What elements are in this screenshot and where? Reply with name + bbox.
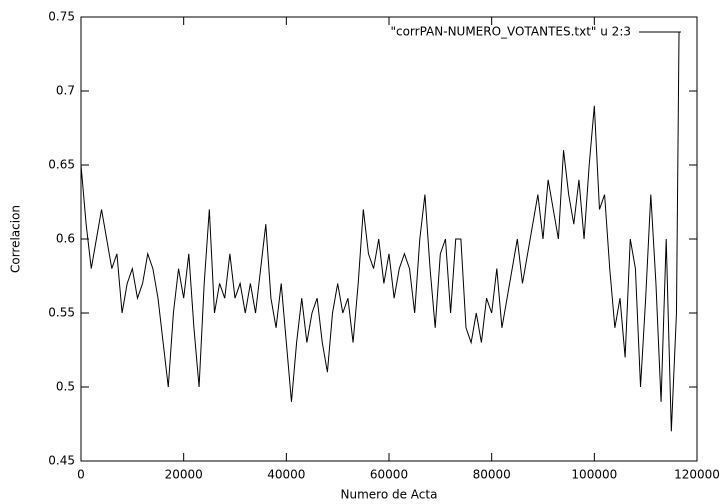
x-tick-label: 60000 <box>370 468 408 482</box>
y-tick-label: 0.65 <box>48 158 75 172</box>
y-tick-label: 0.7 <box>56 84 75 98</box>
x-tick-label: 120000 <box>674 468 720 482</box>
x-tick-label: 0 <box>77 468 85 482</box>
x-tick-label: 20000 <box>165 468 203 482</box>
x-tick-label: 40000 <box>267 468 305 482</box>
plot-frame <box>80 16 698 462</box>
x-axis-label: Numero de Acta <box>341 488 438 502</box>
data-line <box>80 31 680 432</box>
y-tick-label: 0.45 <box>48 454 75 468</box>
y-axis-label: Correlacion <box>9 205 23 273</box>
x-tick-label: 80000 <box>473 468 511 482</box>
y-tick-label: 0.75 <box>48 10 75 24</box>
y-tick-label: 0.55 <box>48 306 75 320</box>
x-tick-label: 100000 <box>571 468 617 482</box>
y-tick-label: 0.5 <box>56 380 75 394</box>
legend-label: "corrPAN-NUMERO_VOTANTES.txt" u 2:3 <box>390 25 631 39</box>
y-tick-label: 0.6 <box>56 232 75 246</box>
